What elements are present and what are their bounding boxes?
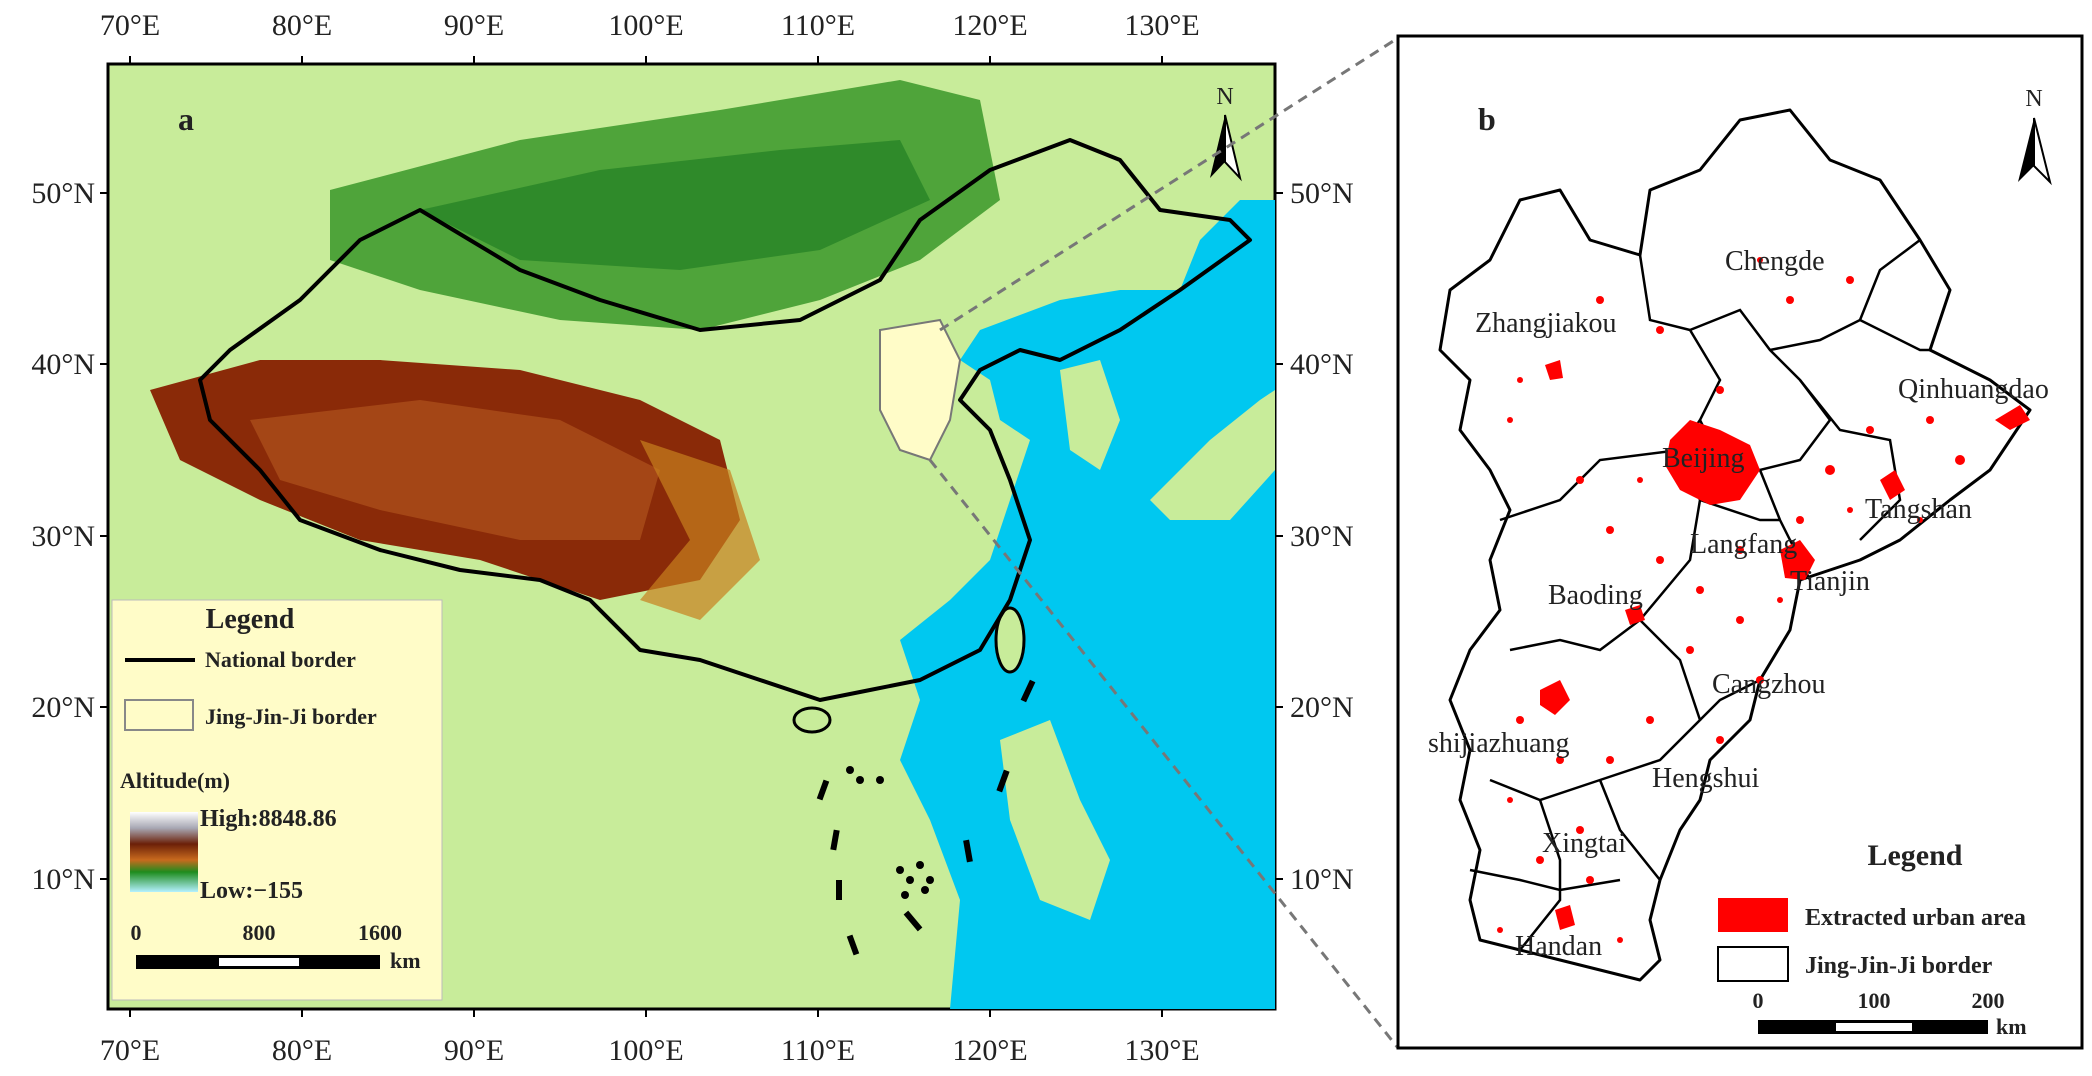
scale-a-label-0: 0 [131,920,142,945]
legend-altitude-title: Altitude(m) [120,768,230,793]
city-label: Baoding [1548,580,1643,611]
lat-labels-left: 50°N 40°N 30°N 20°N 10°N [31,177,95,896]
city-label: Qinhuangdao [1898,374,2049,405]
city-label: Hengshui [1652,763,1760,794]
hainan-island [792,706,832,734]
legend-title-a: Legend [206,604,295,635]
north-label-b: N [2025,86,2042,112]
lon-label: 90°E [444,9,504,42]
legend-title-b: Legend [1867,839,1962,872]
city-label: Xingtai [1542,828,1626,859]
legend-border: Jing-Jin-Ji border [1805,953,1993,979]
ocean [900,200,1275,1009]
lat-label: 30°N [1290,520,1354,553]
lon-label: 90°E [444,1034,504,1067]
lon-label: 100°E [608,9,683,42]
city-label: Beijing [1662,443,1744,474]
hebei-outline [1438,108,2032,982]
scale-a-unit: km [390,948,421,973]
connector-top [939,36,1399,332]
handan-urban [1555,905,1575,930]
lat-label: 40°N [31,348,95,381]
north-label-a: N [1216,84,1233,110]
altitude-gradient [130,812,198,892]
panel-letter-a: a [178,101,194,137]
lat-label: 10°N [1290,863,1354,896]
tianjin-urban [1780,540,1815,580]
beijing-urban [1665,420,1760,505]
city-label: Handan [1515,931,1602,962]
lon-label: 80°E [272,9,332,42]
city-labels: Chengde Zhangjiakou Qinhuangdao Beijing … [1428,246,2049,962]
plateau-edge [640,440,760,620]
lon-label: 130°E [1124,1034,1199,1067]
japan-land [1150,390,1275,520]
city-label: Tianjin [1790,566,1870,597]
shijiazhuang-urban [1540,680,1570,715]
city-label: shijiazhuang [1428,728,1570,759]
lat-label: 20°N [1290,691,1354,724]
legend-high: High:8848.86 [200,806,337,832]
lat-label: 10°N [31,863,95,896]
north-arrow-a: N [1210,84,1242,182]
lon-label: 100°E [608,1034,683,1067]
legend-a: Legend National border Jing-Jin-Ji borde… [111,599,443,1001]
panel-letter-b: b [1478,101,1496,137]
lon-label: 70°E [100,1034,160,1067]
lon-label: 80°E [272,1034,332,1067]
plateau-highlight [250,400,660,540]
ticks-a [100,56,1283,1017]
scale-a-label-2: 1600 [358,920,402,945]
city-label: Chengde [1725,246,1825,277]
lat-label: 30°N [31,520,95,553]
urban-swatch [1718,898,1788,932]
taiwan-island [994,606,1026,674]
indochina-land [640,620,830,980]
lon-labels-bottom: 70°E 80°E 90°E 100°E 110°E 120°E 130°E [100,1034,1200,1067]
scale-b-label-2: 200 [1972,988,2005,1013]
city-label: Zhangjiakou [1475,308,1617,339]
legend-low: Low:−155 [200,878,303,904]
scale-a-label-1: 800 [243,920,276,945]
city-label: Cangzhou [1712,669,1826,700]
lon-label: 120°E [952,9,1027,42]
lon-label: 120°E [952,1034,1027,1067]
korea-land [1060,360,1120,470]
south-china-sea-marks [816,679,1036,956]
border-swatch [1717,946,1789,982]
scale-b-unit: km [1996,1014,2027,1039]
city-label: Tangshan [1865,494,1972,525]
lat-label: 20°N [31,691,95,724]
urban-areas [1497,257,2030,943]
legend-jjj-border: Jing-Jin-Ji border [205,704,377,729]
north-arrow-b: N [2018,86,2052,186]
jjj-border-swatch [124,699,194,731]
northern-green-dark [420,140,930,270]
lon-labels-top: 70°E 80°E 90°E 100°E 110°E 120°E 130°E [100,9,1200,42]
tangshan-urban [1880,470,1905,500]
philippines-land [1000,720,1110,920]
panel-b-map: Chengde Zhangjiakou Qinhuangdao Beijing … [1396,34,2084,1050]
lat-labels-right: 50°N 40°N 30°N 20°N 10°N [1290,177,1354,896]
zhangjiakou-urban [1545,360,1563,380]
qinhuangdao-urban [1995,405,2030,430]
lat-label: 40°N [1290,348,1354,381]
legend-national-border: National border [205,647,356,672]
legend-urban: Extracted urban area [1805,905,2026,931]
national-border [198,138,1252,702]
connector-bottom [928,459,1400,1049]
lon-label: 110°E [781,9,855,42]
lon-label: 130°E [1124,9,1199,42]
baoding-urban [1625,605,1645,625]
lat-label: 50°N [31,177,95,210]
scale-b-label-0: 0 [1753,988,1764,1013]
legend-b: Legend Extracted urban area Jing-Jin-Ji … [1717,839,2027,1039]
lon-label: 110°E [781,1034,855,1067]
scale-b-label-1: 100 [1858,988,1891,1013]
panel-a-map: N a Legend National border Jing-Jin-Ji b… [106,62,1277,1011]
city-label: Langfang [1690,529,1797,560]
lat-label: 50°N [1290,177,1354,210]
lon-label: 70°E [100,9,160,42]
